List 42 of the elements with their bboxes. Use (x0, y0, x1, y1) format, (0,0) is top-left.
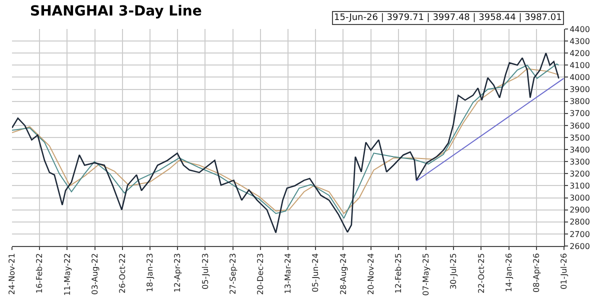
x-tick-label: 05-Jun-24 (311, 253, 320, 292)
y-tick-label: 3400 (570, 145, 590, 154)
y-tick-label: 3900 (570, 85, 590, 94)
x-tick-label: 18-Jan-23 (146, 253, 155, 292)
x-tick-label: 27-Sep-23 (228, 253, 238, 294)
y-tick-label: 2800 (570, 218, 590, 227)
y-tick-label: 2900 (570, 206, 590, 215)
y-tick-label: 3200 (570, 169, 590, 178)
y-tick-label: 4100 (570, 60, 590, 70)
text: 15-Jun-26 | 3979.71 | 3997.48 | 3958.44 | 3987.01 (334, 13, 562, 23)
x-tick-label: 05-Jul-23 (200, 253, 210, 290)
y-tick-label: 4300 (570, 36, 590, 46)
y-tick-label: 4400 (570, 24, 590, 34)
y-tick-label: 3100 (570, 182, 590, 191)
x-tick-label: 12-Apr-23 (173, 253, 182, 292)
y-tick-label: 4000 (570, 73, 590, 82)
y-tick-label: 3700 (570, 109, 590, 118)
x-tick-label: 22-Oct-25 (476, 253, 486, 294)
x-tick-label: 14-Jan-26 (504, 253, 514, 292)
x-tick-label: 03-Aug-22 (90, 253, 100, 295)
x-tick-label: 30-Jul-25 (449, 253, 458, 290)
x-tick-label: 20-Nov-24 (366, 253, 376, 295)
y-tick-label: 3800 (570, 97, 590, 106)
x-tick-label: 20-Dec-23 (256, 253, 265, 295)
x-tick-label: 01-Jul-26 (560, 253, 569, 290)
y-tick-label: 3600 (570, 121, 590, 130)
x-tick-label: 12-Feb-25 (394, 253, 403, 294)
y-tick-label: 2700 (570, 230, 590, 239)
x-tick-label: 28-Aug-24 (338, 253, 348, 295)
x-tick-label: 16-Feb-22 (35, 253, 44, 294)
x-tick-label: 26-Oct-22 (118, 253, 127, 294)
y-tick-label: 2600 (570, 242, 590, 251)
y-tick-label: 3000 (570, 194, 590, 203)
x-tick-label: 07-May-25 (422, 253, 431, 296)
y-tick-label: 4200 (570, 48, 590, 58)
x-tick-label: 08-Apr-26 (532, 253, 541, 292)
x-tick-label: 13-Mar-24 (284, 253, 293, 294)
x-tick-label: 11-May-22 (62, 253, 72, 296)
chart-title: SHANGHAI 3-Day Line (30, 3, 202, 20)
y-tick-label: 3500 (570, 133, 590, 142)
x-tick-label: 24-Nov-21 (8, 253, 17, 295)
y-tick-label: 3300 (570, 157, 590, 166)
